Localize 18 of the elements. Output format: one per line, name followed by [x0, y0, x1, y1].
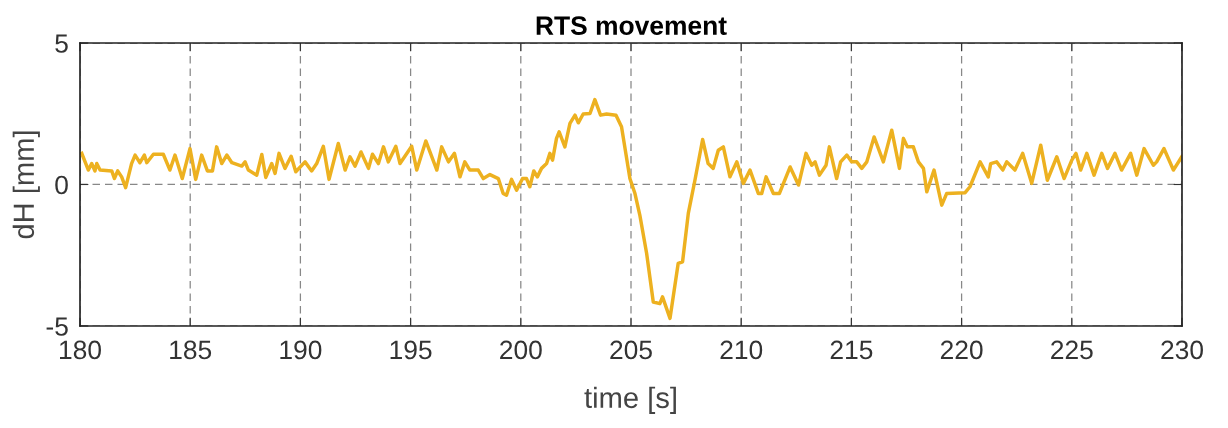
y-tick-label: 0	[55, 175, 68, 195]
x-tick-label: 190	[280, 340, 322, 360]
x-tick-label: 230	[1161, 340, 1203, 360]
x-tick-label: 225	[1051, 340, 1093, 360]
chart-title: RTS movement	[536, 16, 727, 35]
y-tick-label: -5	[46, 317, 68, 336]
x-tick-label: 195	[390, 340, 432, 360]
x-tick-label: 210	[720, 340, 763, 360]
x-tick-label: 220	[940, 340, 983, 360]
x-tick-label: 185	[170, 340, 212, 360]
y-tick-label: 5	[55, 34, 68, 53]
x-tick-label: 200	[500, 340, 542, 360]
line-series	[80, 97, 1182, 321]
x-tick-label: 215	[830, 340, 873, 360]
y-axis-title: dH [mm]	[12, 131, 40, 239]
x-tick-label: 180	[60, 340, 101, 360]
x-tick-label: 205	[610, 340, 652, 360]
x-axis-title: time [s]	[584, 386, 676, 414]
